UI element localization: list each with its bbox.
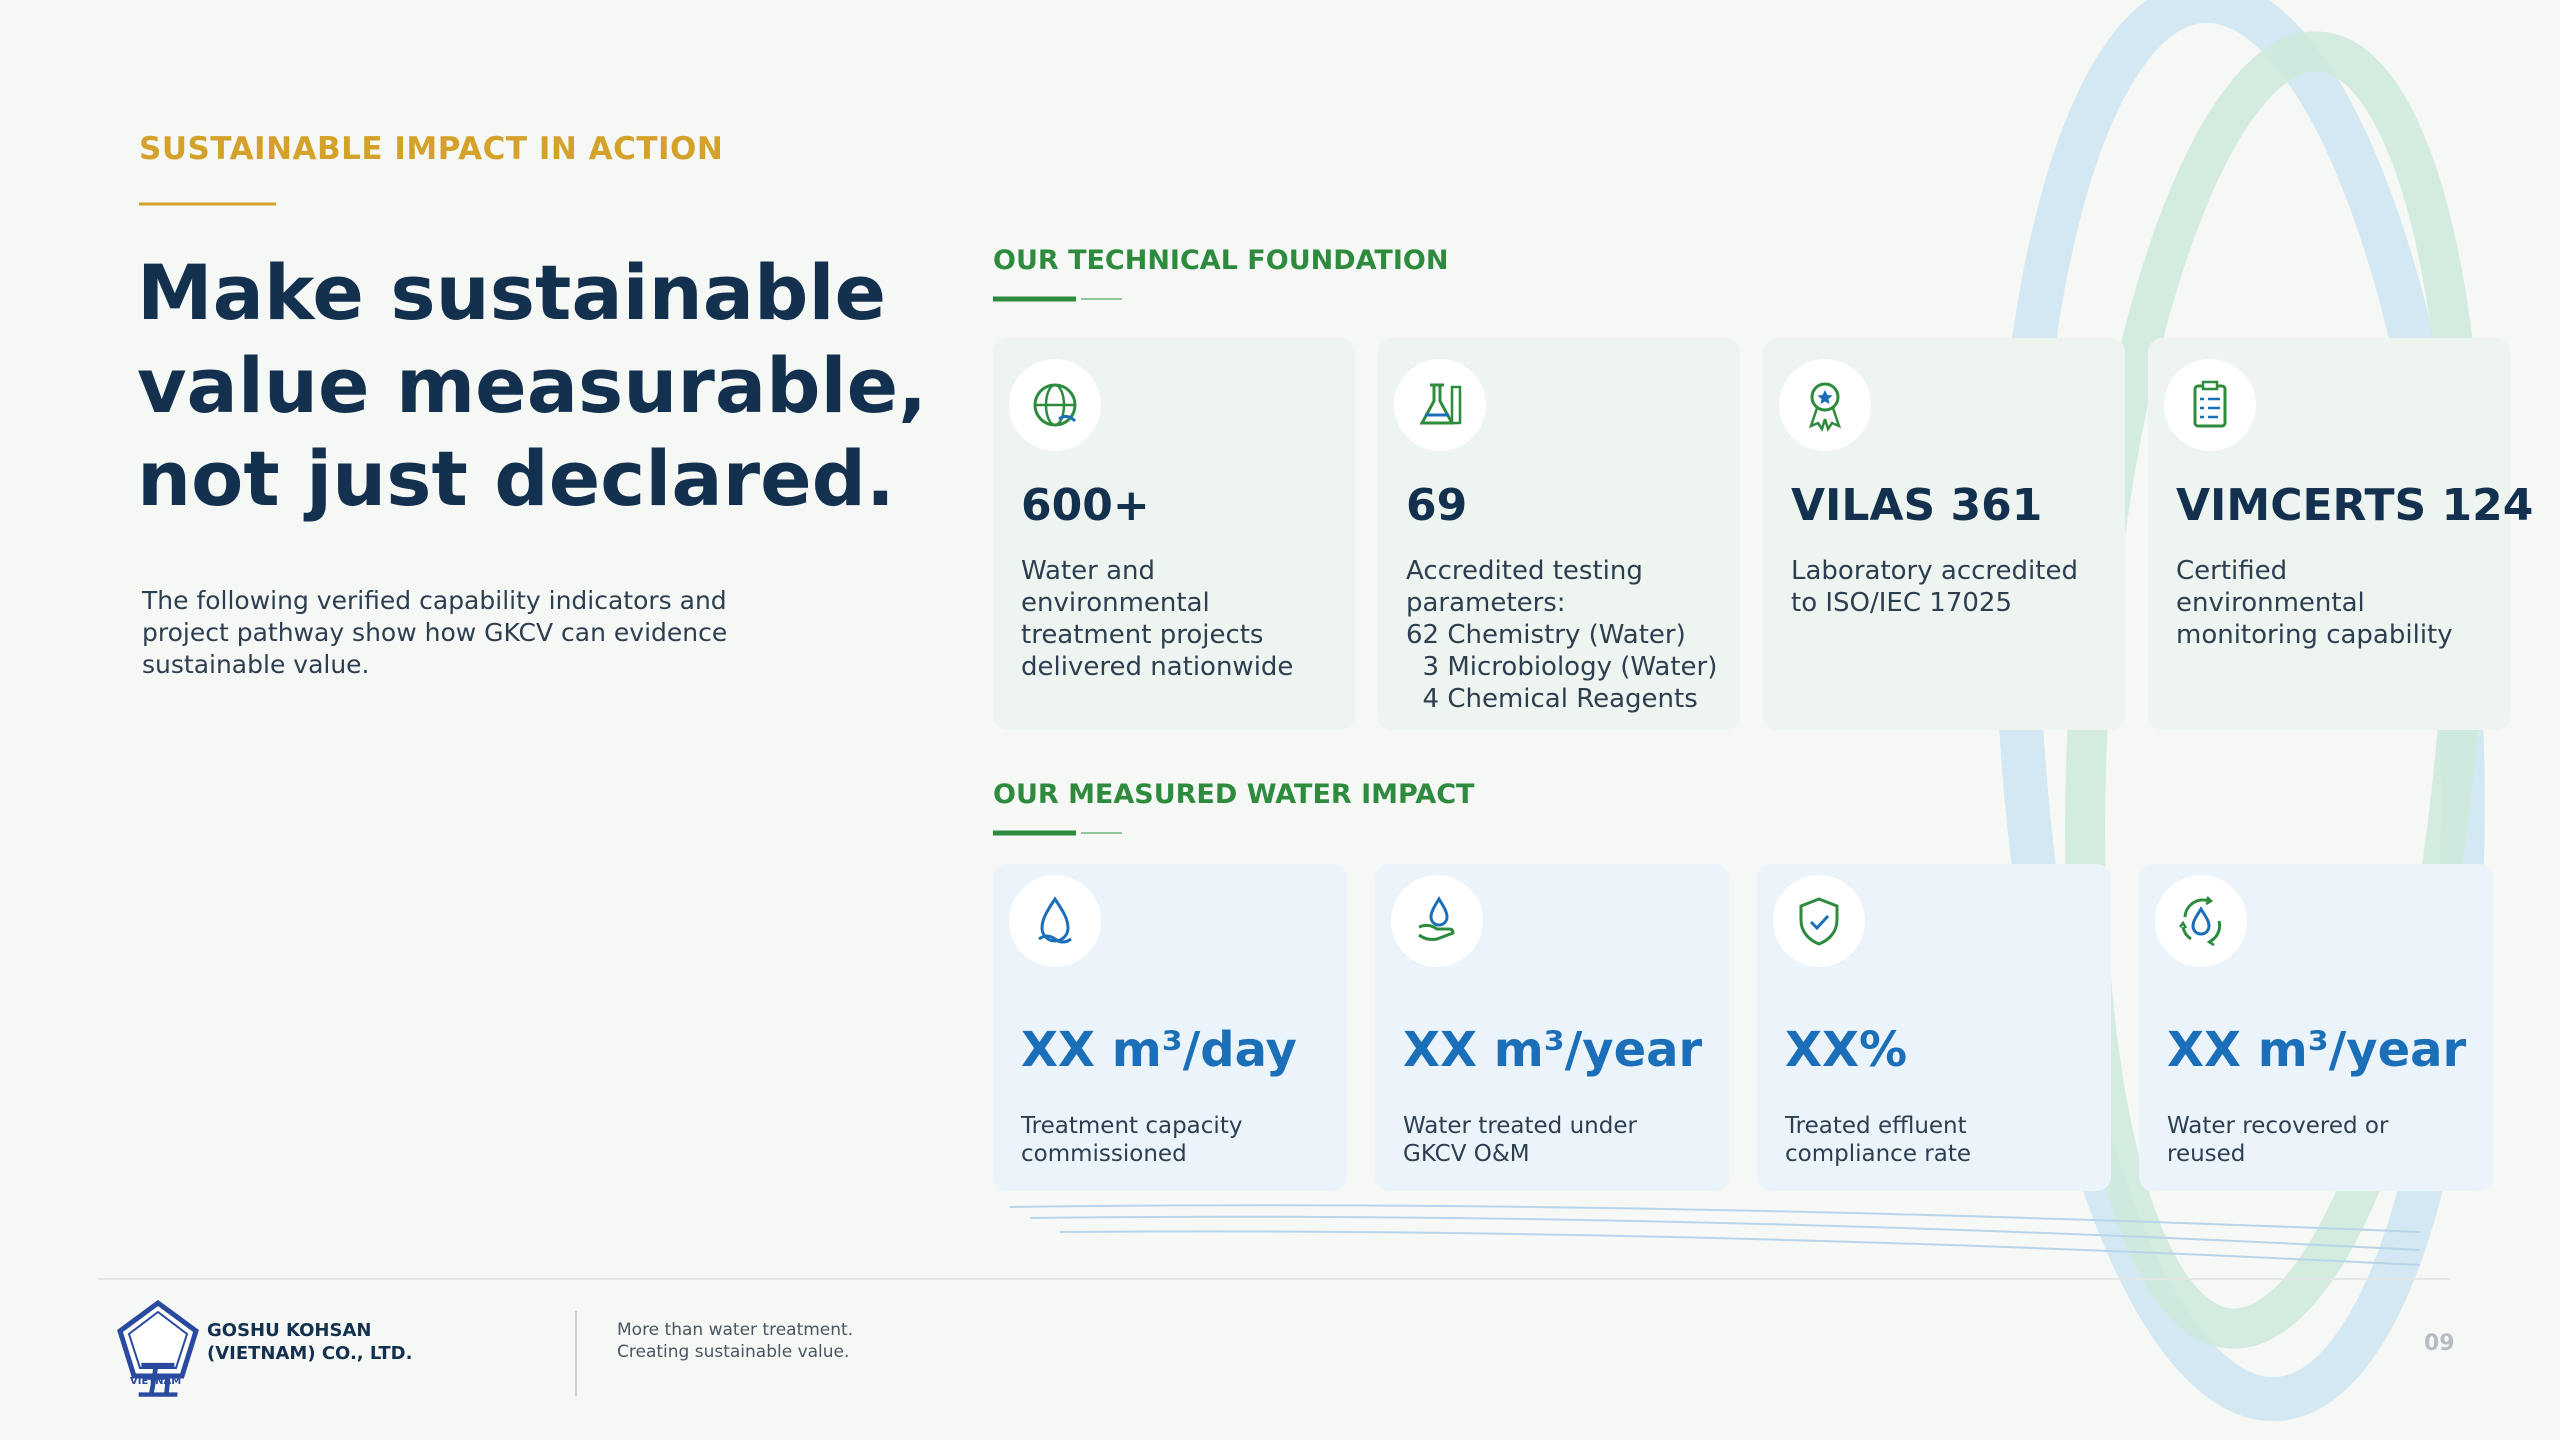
- icon-graphic: [2193, 380, 2227, 428]
- description-line: Water treated under: [1403, 1113, 1637, 1139]
- description-line: Treatment capacity: [1021, 1113, 1243, 1139]
- card-description: Accredited testing parameters: 62 Chemistr…: [1406, 555, 1717, 715]
- card: XX m³/year Water recovered or reused: [2139, 864, 2493, 1191]
- headline-line: Make sustainable: [137, 248, 887, 337]
- card-value: XX m³/year: [2167, 1022, 2467, 1078]
- icon: [2155, 875, 2247, 967]
- intro-line: project pathway show how GKCV can eviden…: [142, 618, 728, 647]
- icon: [1009, 875, 1101, 967]
- icon: [1009, 359, 1101, 451]
- card-description: Treatment capacity commissioned: [1021, 1112, 1242, 1168]
- card-value: XX%: [1785, 1022, 1908, 1078]
- headline: Make sustainable value measurable, not jus…: [137, 246, 927, 525]
- card-description: Water recovered or reused: [2167, 1112, 2388, 1168]
- description-line: treatment projects: [1021, 620, 1264, 650]
- card-description: Certified environmental monitoring capabil…: [2176, 555, 2453, 651]
- icon: [1773, 875, 1865, 967]
- icon: [2164, 359, 2256, 451]
- intro: The following verified capability indica…: [142, 585, 727, 681]
- headline-line: not just declared.: [137, 434, 895, 523]
- icon-graphic: [1418, 896, 1455, 941]
- icon-graphic: [1033, 383, 1077, 427]
- company-line: (VIETNAM) CO., LTD.: [207, 1343, 413, 1364]
- card-description: Laboratory accredited to ISO/IEC 17025: [1791, 555, 2078, 619]
- card-value: VILAS 361: [1791, 480, 2043, 531]
- card-value: 600+: [1021, 480, 1150, 531]
- description-line: commissioned: [1021, 1141, 1187, 1167]
- card-value: 69: [1406, 480, 1468, 531]
- description-line: 62 Chemistry (Water): [1406, 620, 1686, 650]
- icon: [1779, 359, 1871, 451]
- company-line: GOSHU KOHSAN: [207, 1320, 372, 1341]
- description-line: Laboratory accredited: [1791, 556, 2078, 586]
- description-line: environmental: [2176, 588, 2365, 618]
- card: VIMCERTS 124 Certified environmental monito…: [2148, 338, 2533, 730]
- card-description: Water treated under GKCV O&M: [1403, 1112, 1637, 1168]
- card-value: XX m³/day: [1021, 1022, 1297, 1078]
- description-line: delivered nationwide: [1021, 652, 1294, 682]
- icon-graphic: [1808, 382, 1842, 432]
- icon: [1394, 359, 1486, 451]
- card: 69 Accredited testing parameters: 62 Chemis…: [1378, 338, 1740, 730]
- description-line: monitoring capability: [2176, 620, 2453, 650]
- logo-mark: 五: [137, 1356, 180, 1405]
- icon-graphic: [1799, 897, 1839, 946]
- section-title: OUR TECHNICAL FOUNDATION: [993, 245, 1449, 276]
- intro-line: sustainable value.: [142, 650, 370, 679]
- description-line: Water recovered or: [2167, 1113, 2389, 1139]
- card-value: XX m³/year: [1403, 1022, 1703, 1078]
- page-number: 09: [2424, 1331, 2455, 1356]
- card-description: Water and environmental treatment projects…: [1021, 555, 1293, 683]
- card: XX m³/year Water treated under GKCV O&M: [1375, 864, 1729, 1191]
- description-line: Water and: [1021, 556, 1156, 586]
- section-title: OUR MEASURED WATER IMPACT: [993, 779, 1475, 810]
- card-description: Treated effluent compliance rate: [1785, 1112, 1971, 1168]
- tagline-line: Creating sustainable value.: [617, 1342, 850, 1362]
- logo-text: VIETNAM: [130, 1376, 182, 1387]
- description-line: reused: [2167, 1141, 2246, 1167]
- description-line: GKCV O&M: [1403, 1141, 1530, 1167]
- card: XX% Treated effluent compliance rate: [1757, 864, 2111, 1191]
- card: VILAS 361 Laboratory accredited to ISO/IEC…: [1763, 338, 2125, 730]
- intro-line: The following verified capability indica…: [142, 586, 727, 615]
- description-line: 3 Microbiology (Water): [1406, 652, 1718, 682]
- tagline: More than water treatment. Creating susta…: [617, 1319, 853, 1363]
- description-line: to ISO/IEC 17025: [1791, 588, 2012, 618]
- card: XX m³/day Treatment capacity commissioned: [993, 864, 1347, 1191]
- description-line: Certified: [2176, 556, 2288, 586]
- description-line: Treated effluent: [1785, 1113, 1967, 1139]
- eyebrow: SUSTAINABLE IMPACT IN ACTION: [139, 131, 724, 167]
- icon-graphic: [1038, 896, 1072, 944]
- description-line: 4 Chemical Reagents: [1406, 684, 1698, 714]
- icon: [1391, 875, 1483, 967]
- headline-line: value measurable,: [137, 341, 927, 430]
- description-line: environmental: [1021, 588, 1210, 618]
- description-line: parameters:: [1406, 588, 1566, 618]
- card-value: VIMCERTS 124: [2176, 480, 2534, 531]
- tagline-line: More than water treatment.: [617, 1320, 854, 1340]
- description-line: Accredited testing: [1406, 556, 1643, 586]
- company-name: GOSHU KOHSAN (VIETNAM) CO., LTD.: [207, 1319, 412, 1365]
- icon-graphic: [1419, 383, 1462, 425]
- description-line: compliance rate: [1785, 1141, 1971, 1167]
- icon-graphic: [2179, 896, 2222, 947]
- card: 600+ Water and environmental treatment proj…: [993, 338, 1355, 730]
